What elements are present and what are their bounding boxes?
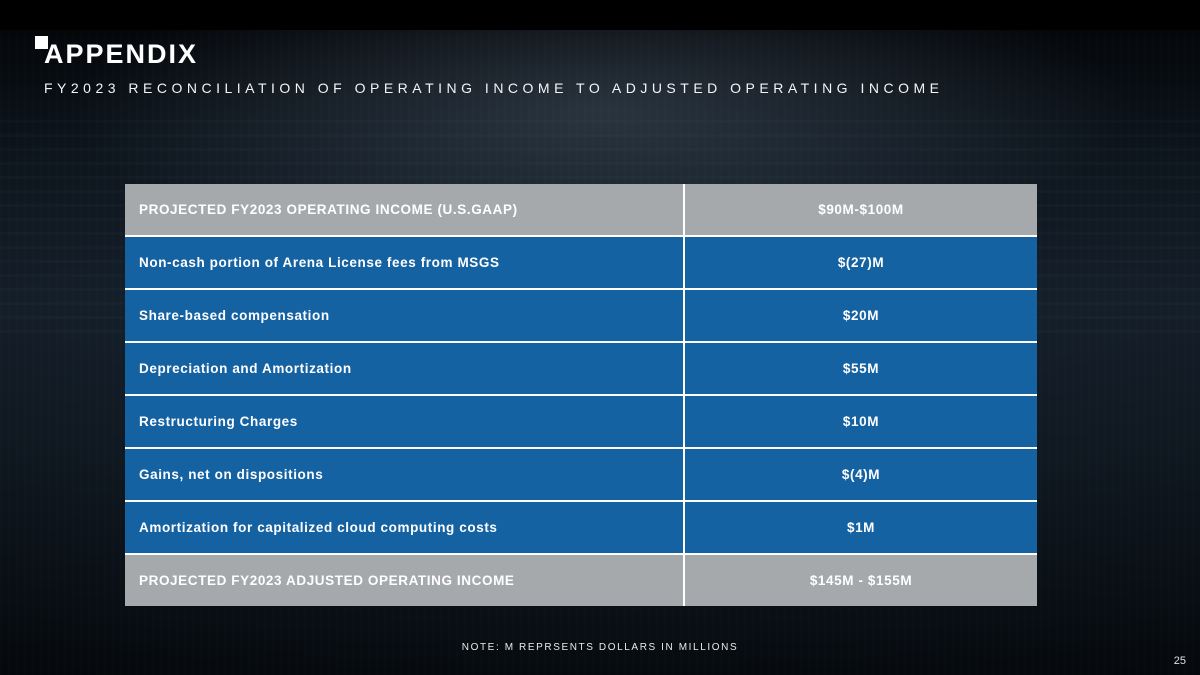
row-label: PROJECTED FY2023 OPERATING INCOME (U.S.G… [125,184,685,235]
row-value: $(4)M [841,467,881,482]
row-label: Depreciation and Amortization [125,343,685,394]
row-value: $20M [842,308,880,323]
table-row: Gains, net on dispositions $(4)M [125,447,1037,500]
row-label: Restructuring Charges [125,396,685,447]
page-number: 25 [1173,655,1186,667]
title-marker-square [35,36,48,49]
table-row: PROJECTED FY2023 OPERATING INCOME (U.S.G… [125,184,1037,235]
row-label: Share-based compensation [125,290,685,341]
table-row: PROJECTED FY2023 ADJUSTED OPERATING INCO… [125,553,1037,606]
table-row: Restructuring Charges $10M [125,394,1037,447]
row-value: $10M [842,414,880,429]
row-value: $55M [842,361,880,376]
reconciliation-table: PROJECTED FY2023 OPERATING INCOME (U.S.G… [125,184,1037,606]
table-row: Depreciation and Amortization $55M [125,341,1037,394]
row-label: Gains, net on dispositions [125,449,685,500]
title-block: APPENDIX FY2023 RECONCILIATION OF OPERAT… [35,36,944,96]
table-row: Non-cash portion of Arena License fees f… [125,235,1037,288]
row-label: PROJECTED FY2023 ADJUSTED OPERATING INCO… [125,555,685,606]
page-title: APPENDIX [44,39,199,69]
row-value: $(27)M [837,255,885,270]
row-value: $90M-$100M [818,202,904,217]
row-label: Amortization for capitalized cloud compu… [125,502,685,553]
table-row: Share-based compensation $20M [125,288,1037,341]
row-value: $1M [846,520,876,535]
row-value: $145M - $155M [809,573,913,588]
footnote: NOTE: M REPRSENTS DOLLARS IN MILLIONS [461,642,739,653]
table-row: Amortization for capitalized cloud compu… [125,500,1037,553]
top-black-bar [0,0,1200,30]
page-subtitle: FY2023 RECONCILIATION OF OPERATING INCOM… [44,79,944,96]
row-label: Non-cash portion of Arena License fees f… [125,237,685,288]
